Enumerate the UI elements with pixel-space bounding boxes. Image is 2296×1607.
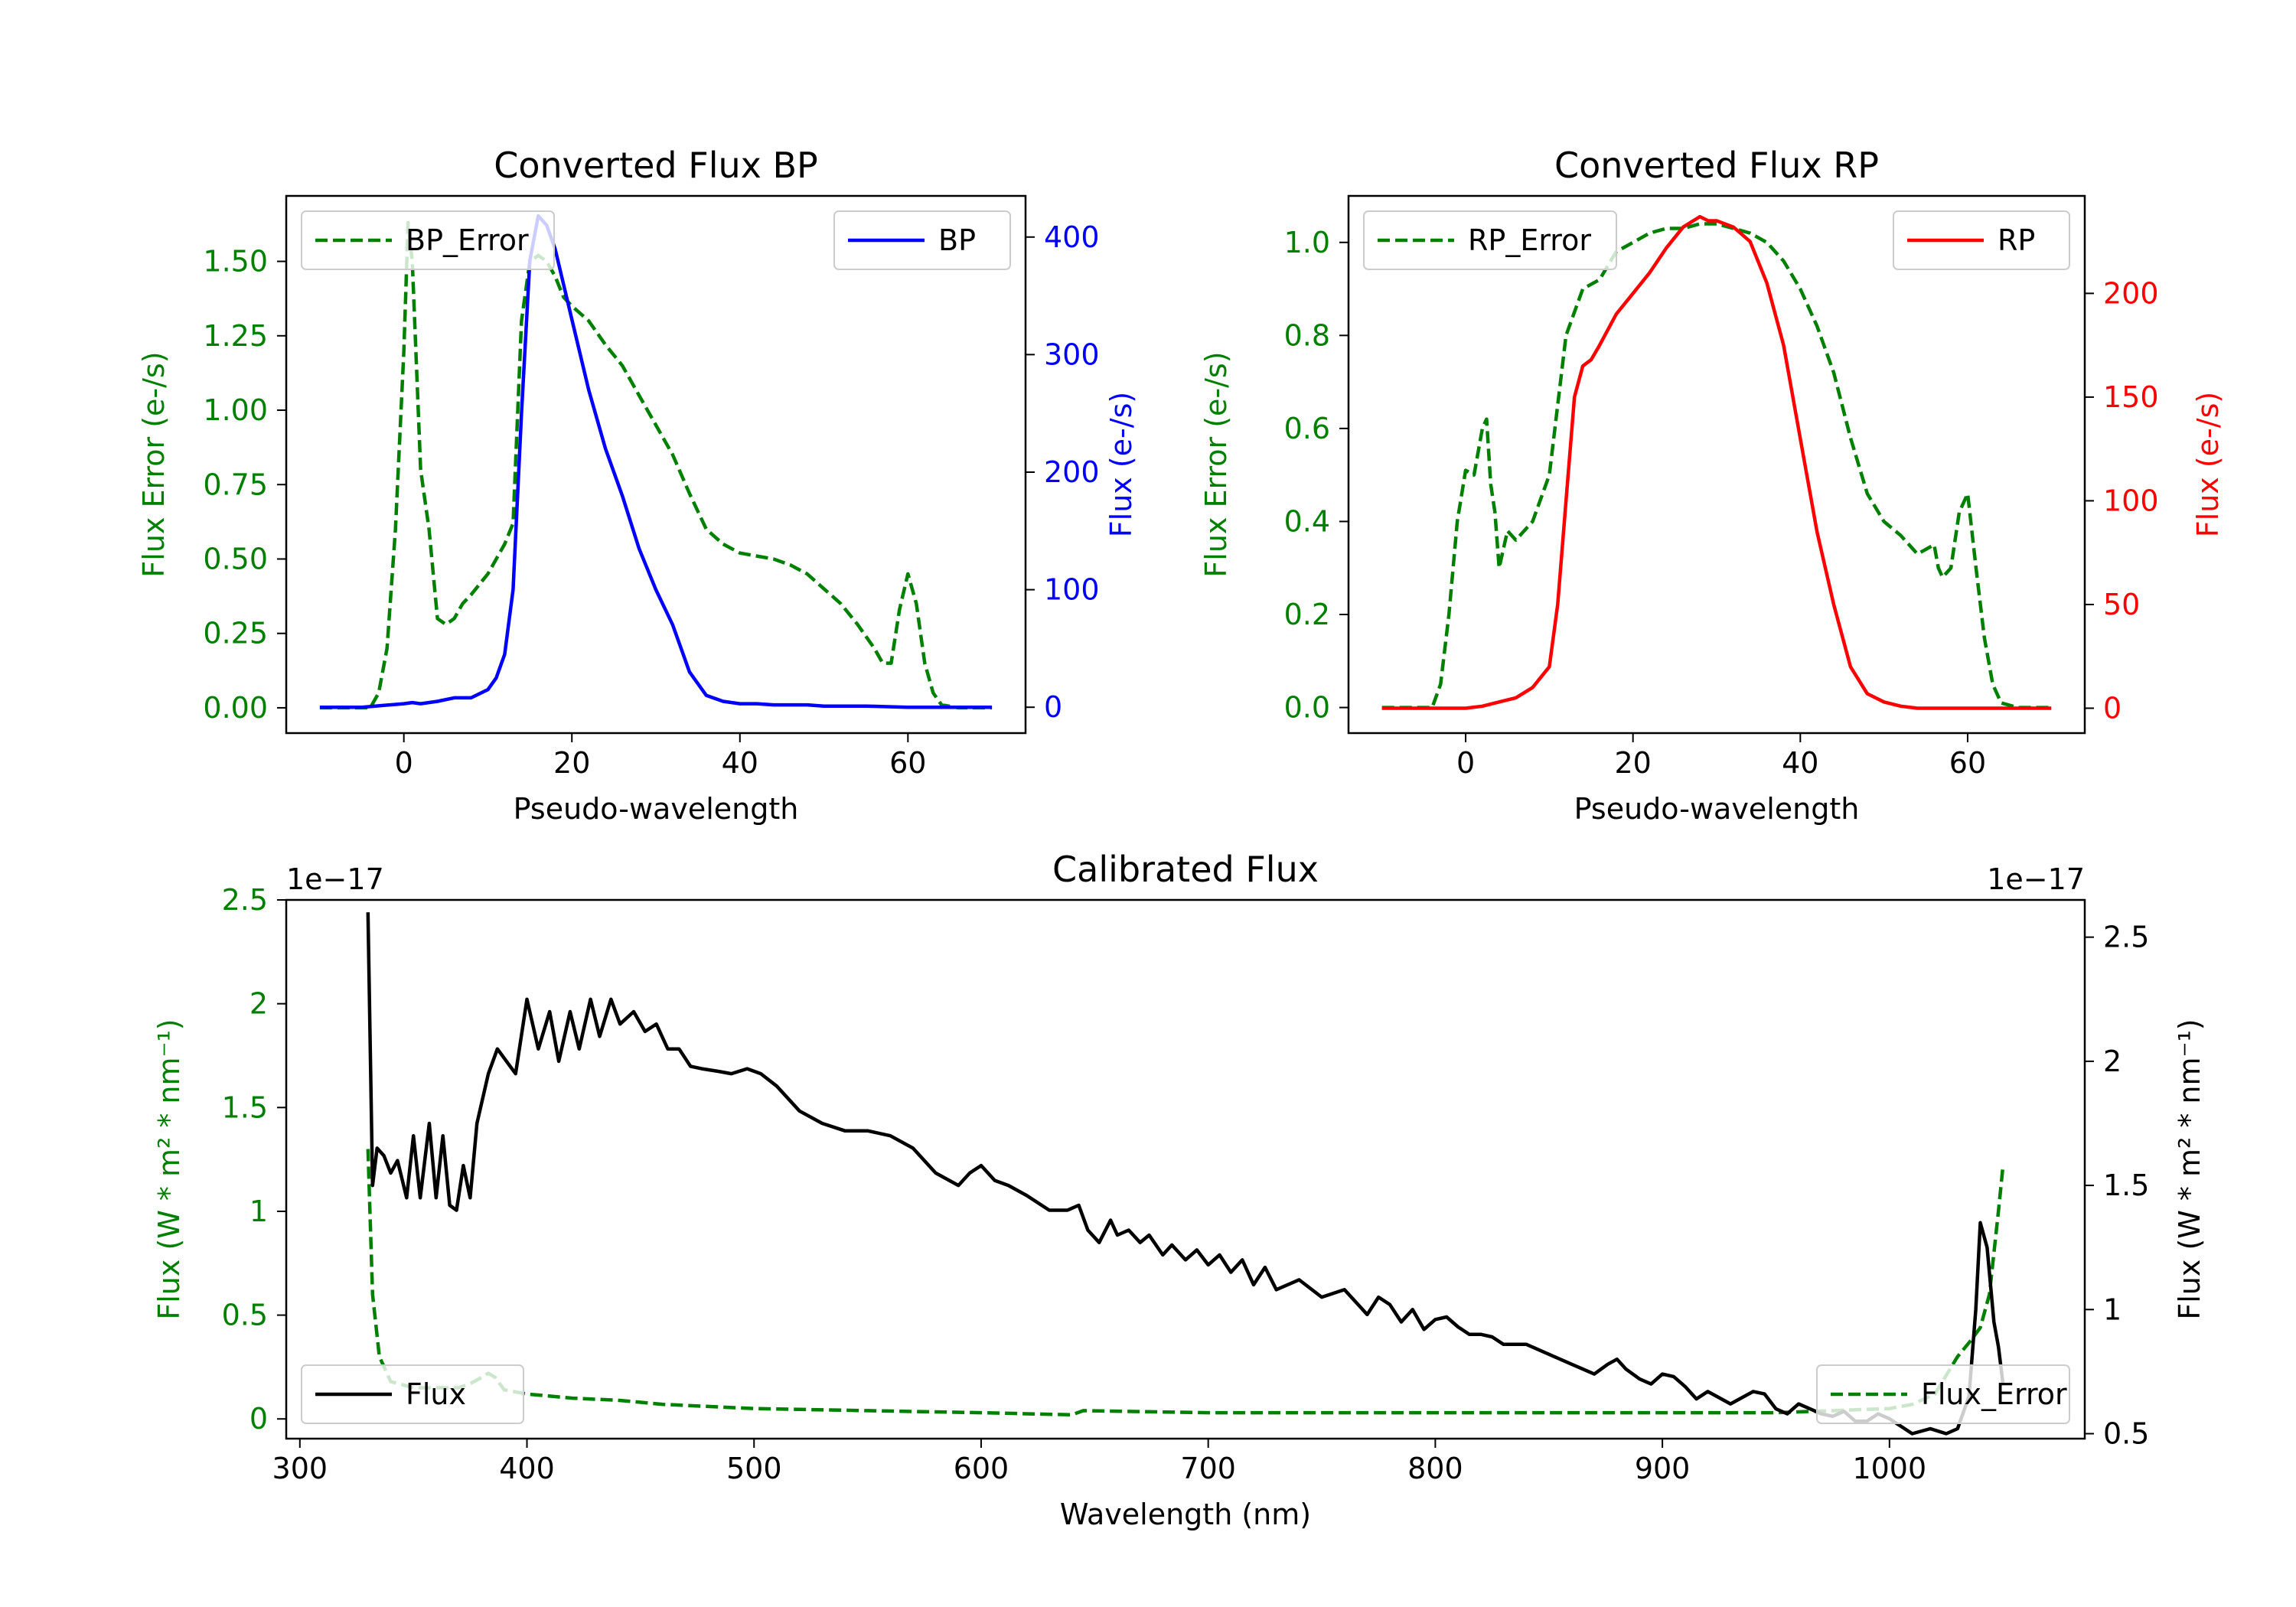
x-tick-label: 500 [726,1452,782,1485]
legend-bp-error: BP_Error [301,210,555,270]
y-left-tick-label: 2.5 [222,883,268,917]
x-tick-label: 700 [1180,1452,1236,1485]
y-left-tick-label: 0.2 [1284,598,1330,631]
y-right-axis-label: Flux (e-/s) [1104,392,1138,537]
y-left-tick-label: 0.25 [203,617,268,650]
y-right-tick-label: 200 [2103,276,2159,310]
x-tick-label: 1000 [1852,1452,1926,1485]
y-right-tick-label: 0 [1044,690,1062,724]
y-left-tick-label: 0.8 [1284,318,1330,352]
y-right-tick-label: 100 [1044,573,1100,607]
y-right-tick-label: 2 [2103,1045,2122,1078]
x-tick-label: 20 [553,746,590,780]
y-right-offset-label: 1e−17 [1987,862,2085,896]
chart-title: Converted Flux BP [494,145,818,186]
x-axis-label: Pseudo-wavelength [1574,792,1860,826]
legend-rp: RP [1893,210,2070,270]
legend-label: RP_Error [1468,223,1591,257]
y-left-tick-label: 0.00 [203,691,268,725]
y-left-tick-label: 0 [249,1402,268,1436]
legend-label: RP [1998,223,2035,257]
series-line-rp-error [1381,222,2052,709]
x-axis-label: Wavelength (nm) [1060,1498,1311,1531]
legend-label: BP_Error [406,223,529,257]
y-left-tick-label: 1.0 [1284,226,1330,259]
chart-title: Converted Flux RP [1554,145,1879,186]
y-left-tick-label: 2 [249,987,268,1021]
y-left-tick-label: 0.0 [1284,691,1330,725]
y-left-axis-label: Flux (W * m² * nm⁻¹) [152,1019,186,1319]
y-left-tick-label: 1.5 [222,1090,268,1124]
y-left-offset-label: 1e−17 [286,862,384,896]
y-left-axis-label: Flux Error (e-/s) [137,351,171,577]
y-left-tick-label: 0.5 [222,1299,268,1332]
chart-panel-2: Converted Flux RP 0 20 40 60 Pseudo-wavelengt… [1199,145,2225,826]
x-tick-label: 40 [1782,746,1818,780]
x-tick-label: 40 [722,746,758,780]
y-left-tick-label: 0.4 [1284,504,1330,538]
y-right-tick-label: 2.5 [2103,921,2149,954]
plot-frame [285,194,1027,735]
y-left-axis-label: Flux Error (e-/s) [1199,351,1233,577]
legend-label: Flux [406,1377,466,1411]
y-right-axis-label: Flux (e-/s) [2191,392,2225,537]
x-tick-label: 0 [395,746,413,780]
legend-flux-error: Flux_Error [1816,1364,2070,1424]
x-tick-label: 300 [272,1452,328,1485]
y-left-tick-label: 0.6 [1284,412,1330,445]
plot-frame [285,898,2086,1440]
y-right-tick-label: 1.5 [2103,1169,2149,1202]
y-right-tick-label: 400 [1044,220,1100,254]
x-tick-label: 900 [1635,1452,1691,1485]
legend-box [1363,210,1617,270]
x-tick-label: 20 [1615,746,1652,780]
y-right-tick-label: 150 [2103,380,2159,414]
chart-panel-3: Calibrated Flux 300 400 500 600 700 800 900 1000… [152,849,2206,1531]
legend-bp: BP [833,210,1011,270]
y-left-tick-label: 0.75 [203,468,268,501]
y-left-tick-label: 1.25 [203,319,268,353]
legend-box [301,1364,524,1424]
series-line-flux-error [366,1149,2005,1417]
y-right-tick-label: 200 [1044,455,1100,489]
series-line-bp-error [319,220,993,710]
y-left-tick-label: 0.50 [203,542,268,575]
y-right-axis-label: Flux (W * m² * nm⁻¹) [2173,1019,2206,1319]
series-line-flux [366,912,2005,1436]
x-tick-label: 60 [1949,746,1986,780]
y-right-tick-label: 1 [2103,1292,2122,1326]
x-tick-label: 0 [1456,746,1475,780]
x-tick-label: 60 [889,746,926,780]
plot-frame [1347,194,2086,735]
chart-panel-1: Converted Flux BP 0 20 40 60 Pseudo-wavelengt… [137,145,1138,826]
series-line-rp [1381,214,2052,710]
x-tick-label: 400 [499,1452,555,1485]
y-right-tick-label: 50 [2103,588,2140,621]
y-right-tick-label: 0.5 [2103,1417,2149,1451]
legend-box [301,210,555,270]
y-right-tick-label: 300 [1044,337,1100,371]
y-right-tick-label: 0 [2103,691,2122,725]
y-left-tick-label: 1.50 [203,245,268,279]
legend-flux: Flux [301,1364,524,1424]
y-right-tick-label: 100 [2103,484,2159,517]
y-left-tick-label: 1.00 [203,393,268,427]
x-tick-label: 600 [954,1452,1009,1485]
legend-label: BP [938,223,976,257]
legend-label: Flux_Error [1921,1377,2067,1411]
chart-title: Calibrated Flux [1052,849,1319,890]
series-line-bp [319,214,993,709]
legend-box [1816,1364,2070,1424]
legend-rp-error: RP_Error [1363,210,1617,270]
y-left-tick-label: 1 [249,1195,268,1228]
x-axis-label: Pseudo-wavelength [514,792,799,826]
x-tick-label: 800 [1407,1452,1463,1485]
